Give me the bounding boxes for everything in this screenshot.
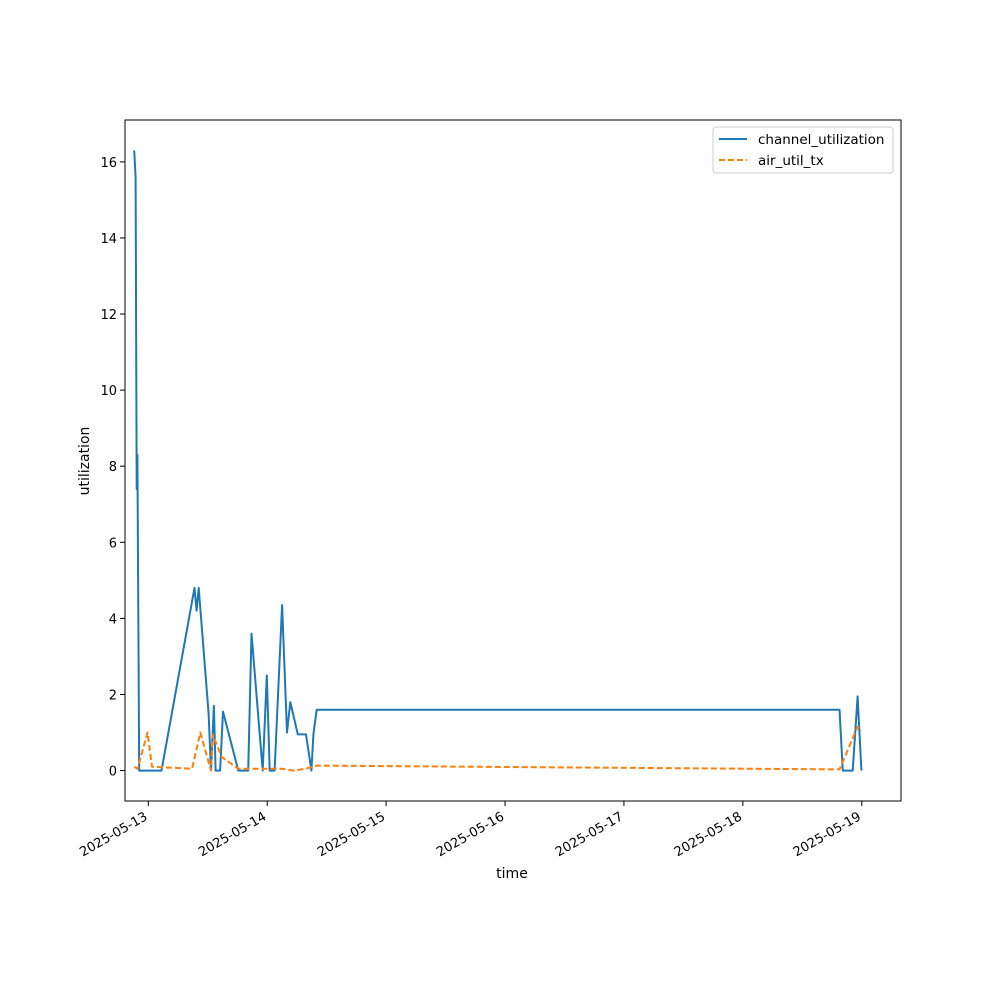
legend-label-air-util-tx: air_util_tx <box>758 153 824 169</box>
y-axis-label: utilization <box>77 427 93 496</box>
legend: channel_utilization air_util_tx <box>712 126 894 174</box>
y-tick-label: 16 <box>100 156 117 171</box>
y-tick-label: 8 <box>109 460 117 475</box>
y-tick-label: 12 <box>100 308 117 323</box>
series-line-air-util-tx <box>133 725 863 772</box>
legend-box <box>712 126 894 174</box>
y-tick-label: 4 <box>109 612 117 627</box>
y-tick-label: 2 <box>109 688 117 703</box>
legend-label-channel-utilization: channel_utilization <box>758 132 885 148</box>
y-tick-label: 10 <box>100 384 117 399</box>
series-layer <box>133 150 863 772</box>
x-axis-label: time <box>496 866 528 882</box>
y-tick-label: 0 <box>109 765 117 780</box>
plot-frame <box>124 119 902 802</box>
series-line-channel-utilization <box>133 150 863 772</box>
y-tick-label: 6 <box>109 536 117 551</box>
y-axis: 0 2 4 6 8 10 12 14 16 <box>100 156 125 780</box>
y-tick-label: 14 <box>100 232 117 247</box>
